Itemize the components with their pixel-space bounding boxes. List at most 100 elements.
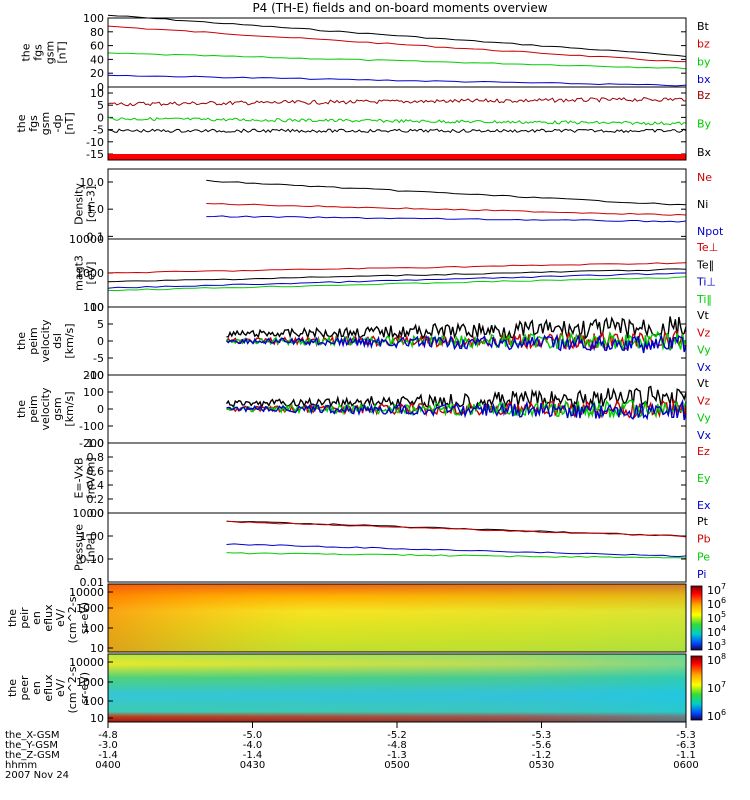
y-axis-title: the	[15, 114, 28, 132]
y-axis-title: peim	[27, 327, 40, 355]
legend-Pi: Pi	[697, 568, 706, 581]
series-line-Vy	[226, 330, 687, 352]
y-tick-label: -5	[93, 352, 104, 365]
y-axis-title: [km/s]	[63, 391, 76, 426]
x-tick-value: 0500	[384, 760, 409, 771]
x-tick-value: -4.8	[98, 730, 118, 741]
y-tick-label: 40	[90, 53, 104, 66]
panel-frame	[107, 512, 687, 583]
y-axis-title: eflux	[42, 674, 55, 702]
x-tick-value: -3.0	[98, 740, 118, 751]
legend-bz: bz	[697, 38, 710, 51]
panel-frame	[107, 168, 687, 240]
colorbar-label: 107	[707, 680, 726, 695]
series-line-By	[107, 116, 687, 126]
legend-Vx: Vx	[697, 361, 712, 374]
y-tick-label: 1.0	[87, 203, 105, 216]
series-line-Te‖	[107, 268, 687, 283]
y-axis-title: eV/	[54, 609, 67, 627]
y-axis-title: dsl	[51, 333, 64, 349]
y-axis-title: en	[30, 681, 43, 695]
legend-Pt: Pt	[697, 515, 709, 528]
y-tick-label: 0.8	[87, 451, 105, 464]
x-tick-value: -1.4	[243, 750, 263, 761]
y-tick-label: -15	[86, 148, 104, 161]
legend-Vx: Vx	[697, 429, 712, 442]
y-tick-label: -5	[93, 124, 104, 137]
colorbar-label: 106	[707, 708, 726, 723]
y-axis-title: [nPa]	[85, 533, 98, 561]
colorbar-label: 108	[707, 652, 726, 667]
y-tick-label: 100	[83, 695, 104, 708]
colorbar	[690, 585, 703, 651]
panel-peim-velocity-gsm: 200 100 0 -100 -200 Vt Vz Vy Vx the peim velocity gs…	[15, 369, 712, 450]
legend-bx: bx	[697, 73, 711, 86]
y-tick-label: 100	[83, 386, 104, 399]
y-axis-title: peim	[27, 395, 40, 423]
panel-frame	[107, 86, 687, 161]
legend-Ez: Ez	[697, 445, 710, 458]
legend-Vz: Vz	[697, 394, 711, 407]
series-line-Pb	[226, 520, 687, 538]
series-line-Ti‖	[107, 276, 687, 292]
series-line-Vt	[225, 385, 687, 411]
series-line-Pe	[226, 552, 687, 559]
y-tick-label: 5	[97, 99, 104, 112]
y-axis-title: gsm	[51, 397, 64, 420]
y-tick-label: 1.0	[87, 437, 105, 450]
x-tick-value: -5.3	[532, 730, 552, 741]
colorbar-label: 103	[707, 638, 726, 653]
y-tick-label: 0.1	[87, 230, 105, 243]
y-axis-title: [eV]	[85, 262, 98, 285]
y-axis-title: velocity	[39, 387, 52, 430]
x-tick-value: -5.3	[676, 730, 696, 741]
legend-By: By	[697, 118, 712, 131]
legend-Vz: Vz	[697, 326, 711, 339]
y-tick-label: 0.0	[87, 507, 105, 520]
x-tick-value: -5.6	[532, 740, 552, 751]
x-tick-value: -5.0	[243, 730, 263, 741]
y-axis-title: fgs	[32, 44, 45, 61]
y-tick-label: 20	[90, 67, 104, 80]
y-axis-title: eflux	[42, 604, 55, 632]
y-axis-title: the	[6, 679, 19, 697]
y-axis-title: (cm^2-s-	[66, 663, 79, 714]
legend-Vt: Vt	[697, 309, 710, 322]
y-tick-label: 0.10	[80, 553, 105, 566]
y-axis-title: velocity	[39, 319, 52, 362]
legend-Vt: Vt	[697, 377, 710, 390]
series-line-Npot	[206, 215, 687, 223]
legend-Ti‖: Ti‖	[696, 293, 712, 306]
legend-Ex: Ex	[697, 499, 711, 512]
x-tick-value: 0400	[95, 760, 120, 771]
y-tick-label: 10000	[69, 586, 104, 599]
y-tick-label: 0	[97, 81, 104, 94]
y-axis-title: [nT]	[63, 112, 76, 134]
panel-temperature: 10000 1000 100 Te⊥ Te‖ Ti⊥ Ti‖ magt3 [eV]	[69, 233, 718, 314]
x-tick-value: 0530	[529, 760, 554, 771]
y-axis-title: fgs	[27, 115, 40, 132]
x-tick-value: -1.1	[676, 750, 696, 761]
y-tick-label: 10	[90, 642, 104, 655]
spectrogram-shading	[108, 584, 686, 652]
colorbar-label: 107	[707, 582, 726, 597]
y-tick-label: 200	[83, 369, 104, 382]
x-tick-value: -6.3	[676, 740, 696, 751]
y-tick-label: 100	[83, 12, 104, 25]
series-line-bx	[107, 74, 687, 87]
y-axis-title: Pressure	[73, 524, 86, 571]
x-row-label: the_X-GSM	[5, 730, 59, 741]
series-line-Vx	[226, 398, 687, 421]
panel-peim-velocity-dsl: 10 5 0 -5 -10 Vt Vz Vy Vx the peim velocity dsl [km/s…	[15, 301, 712, 382]
series-line-Vt	[226, 316, 687, 341]
legend-Ni: Ni	[697, 198, 708, 211]
y-axis-title: sr-eV)	[78, 672, 91, 704]
y-axis-title: the	[15, 332, 28, 350]
y-tick-label: 100	[83, 622, 104, 635]
x-tick-value: -4.0	[243, 740, 263, 751]
y-tick-label: -10	[86, 369, 104, 382]
series-line-Bz	[107, 97, 687, 107]
